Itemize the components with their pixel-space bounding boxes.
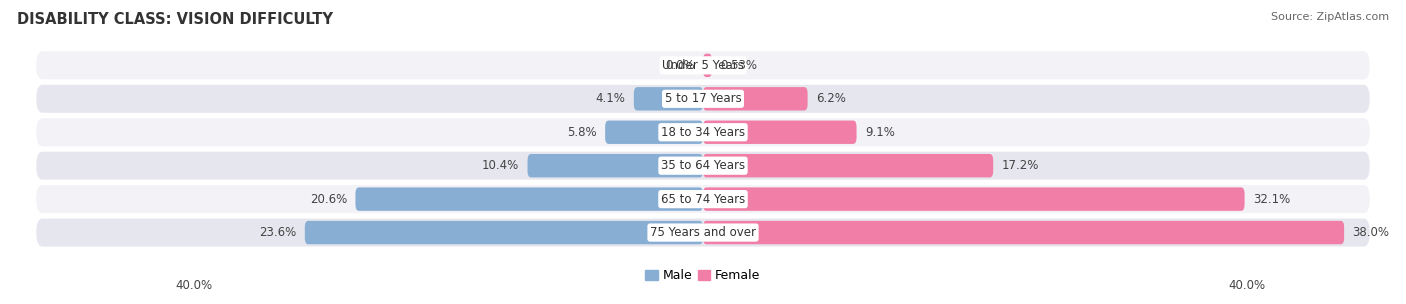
Text: DISABILITY CLASS: VISION DIFFICULTY: DISABILITY CLASS: VISION DIFFICULTY	[17, 12, 333, 27]
Text: 17.2%: 17.2%	[1001, 159, 1039, 172]
Text: 20.6%: 20.6%	[309, 193, 347, 206]
Text: 9.1%: 9.1%	[865, 126, 894, 139]
FancyBboxPatch shape	[35, 117, 1371, 148]
Text: 40.0%: 40.0%	[1229, 279, 1265, 292]
FancyBboxPatch shape	[703, 87, 807, 111]
FancyBboxPatch shape	[703, 187, 1244, 211]
FancyBboxPatch shape	[305, 221, 703, 244]
FancyBboxPatch shape	[35, 50, 1371, 81]
FancyBboxPatch shape	[703, 54, 711, 77]
FancyBboxPatch shape	[35, 150, 1371, 181]
Text: 32.1%: 32.1%	[1253, 193, 1291, 206]
FancyBboxPatch shape	[703, 154, 993, 178]
FancyBboxPatch shape	[605, 121, 703, 144]
Text: 75 Years and over: 75 Years and over	[650, 226, 756, 239]
Text: 38.0%: 38.0%	[1353, 226, 1389, 239]
Text: Under 5 Years: Under 5 Years	[662, 59, 744, 72]
FancyBboxPatch shape	[35, 184, 1371, 215]
Text: 40.0%: 40.0%	[176, 279, 212, 292]
Text: 5.8%: 5.8%	[567, 126, 596, 139]
Text: 0.53%: 0.53%	[720, 59, 758, 72]
Text: Source: ZipAtlas.com: Source: ZipAtlas.com	[1271, 12, 1389, 22]
FancyBboxPatch shape	[527, 154, 703, 178]
FancyBboxPatch shape	[356, 187, 703, 211]
FancyBboxPatch shape	[35, 83, 1371, 114]
Text: 35 to 64 Years: 35 to 64 Years	[661, 159, 745, 172]
Text: 65 to 74 Years: 65 to 74 Years	[661, 193, 745, 206]
FancyBboxPatch shape	[634, 87, 703, 111]
FancyBboxPatch shape	[703, 221, 1344, 244]
Text: 4.1%: 4.1%	[596, 92, 626, 105]
Text: 23.6%: 23.6%	[259, 226, 297, 239]
Legend: Male, Female: Male, Female	[641, 264, 765, 287]
Text: 6.2%: 6.2%	[815, 92, 846, 105]
FancyBboxPatch shape	[35, 217, 1371, 248]
Text: 5 to 17 Years: 5 to 17 Years	[665, 92, 741, 105]
Text: 0.0%: 0.0%	[665, 59, 695, 72]
Text: 10.4%: 10.4%	[482, 159, 519, 172]
Text: 18 to 34 Years: 18 to 34 Years	[661, 126, 745, 139]
FancyBboxPatch shape	[703, 121, 856, 144]
